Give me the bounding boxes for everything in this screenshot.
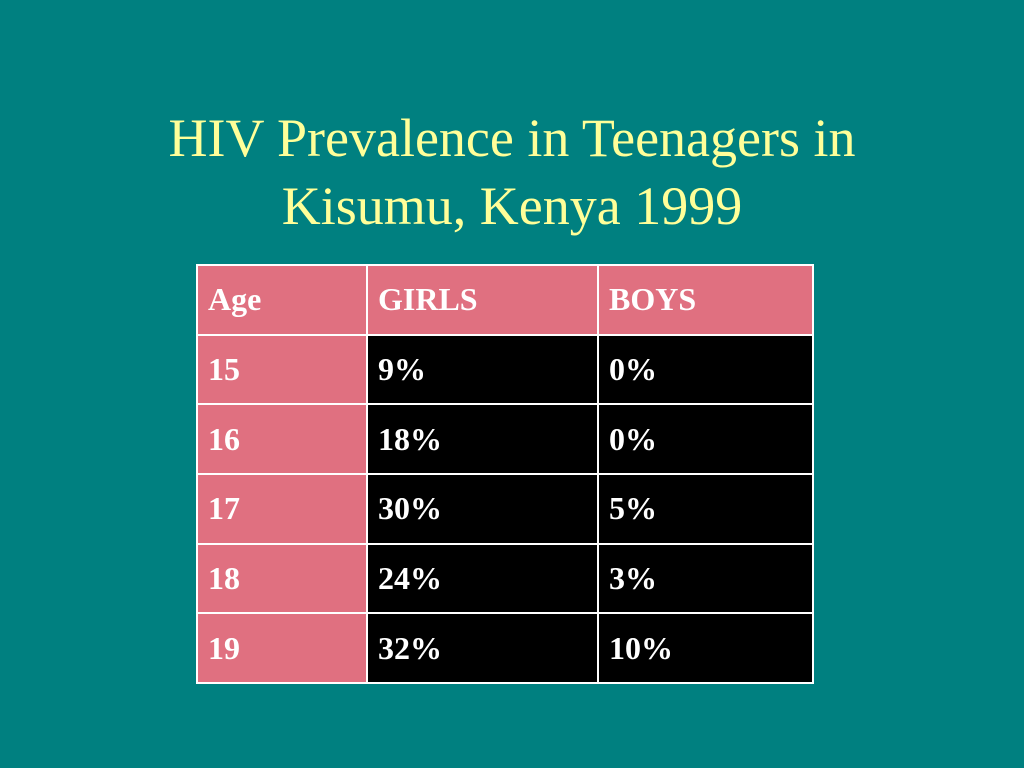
slide-title: HIV Prevalence in Teenagers in Kisumu, K… bbox=[0, 104, 1024, 240]
cell-girls: 32% bbox=[366, 612, 599, 684]
slide-title-line-2: Kisumu, Kenya 1999 bbox=[281, 176, 743, 237]
table-row: 19 32% 10% bbox=[196, 612, 814, 684]
table-row: 18 24% 3% bbox=[196, 542, 814, 615]
cell-age: 16 bbox=[196, 403, 368, 475]
cell-age: 15 bbox=[196, 333, 368, 406]
prevalence-table: Age GIRLS BOYS 15 9% 0% 16 18% 0% 17 30%… bbox=[196, 264, 814, 684]
header-boys: BOYS bbox=[597, 264, 814, 336]
table-row: 16 18% 0% bbox=[196, 403, 814, 475]
cell-boys: 0% bbox=[597, 333, 814, 406]
cell-girls: 18% bbox=[366, 403, 599, 475]
cell-girls: 24% bbox=[366, 542, 599, 615]
header-girls: GIRLS bbox=[366, 264, 599, 336]
table-row: 17 30% 5% bbox=[196, 472, 814, 545]
cell-girls: 9% bbox=[366, 333, 599, 406]
table-row: 15 9% 0% bbox=[196, 333, 814, 406]
cell-age: 19 bbox=[196, 612, 368, 684]
header-age: Age bbox=[196, 264, 368, 336]
cell-boys: 3% bbox=[597, 542, 814, 615]
table-header-row: Age GIRLS BOYS bbox=[196, 264, 814, 336]
cell-age: 18 bbox=[196, 542, 368, 615]
cell-boys: 5% bbox=[597, 472, 814, 545]
cell-age: 17 bbox=[196, 472, 368, 545]
cell-girls: 30% bbox=[366, 472, 599, 545]
cell-boys: 10% bbox=[597, 612, 814, 684]
cell-boys: 0% bbox=[597, 403, 814, 475]
slide-title-line-1: HIV Prevalence in Teenagers in bbox=[168, 108, 856, 169]
